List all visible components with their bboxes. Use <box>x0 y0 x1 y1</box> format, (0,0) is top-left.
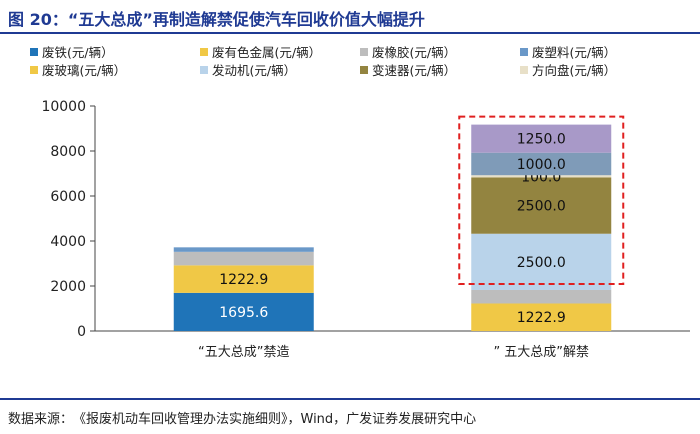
legend-item: 废橡胶(元/辆） <box>360 42 456 61</box>
bar-segment <box>471 233 612 290</box>
bar-segment <box>471 124 612 153</box>
data-label: 1000.0 <box>517 157 566 173</box>
legend-label: 废铁(元/辆） <box>42 45 114 60</box>
y-tick-label: 2000 <box>50 279 86 295</box>
legend-swatch <box>520 65 528 74</box>
legend-swatch <box>30 47 38 56</box>
chart: 0 2000 4000 6000 8000 10000 1695.6 1222.9 “五大总成”… <box>41 99 690 360</box>
bar-segment <box>471 289 612 304</box>
legend-item: 废塑料(元/辆） <box>520 42 616 61</box>
y-tick-label: 4000 <box>50 234 86 250</box>
legend-item: 方向盘(元/辆） <box>520 60 616 79</box>
bar-segment <box>471 177 612 234</box>
legend-label: 废玻璃(元/辆） <box>42 63 127 78</box>
bar-segment <box>471 175 612 178</box>
footer-divider <box>0 398 700 400</box>
bar-segment <box>471 303 612 331</box>
data-label: 1250.0 <box>517 132 566 148</box>
data-label: 1222.9 <box>219 272 268 288</box>
legend-label: 废塑料(元/辆） <box>532 45 617 60</box>
source-note: 数据来源： 《报废机动车回收管理办法实施细则》，Wind，广发证券发展研究中心 <box>8 412 477 427</box>
data-label: 1695.6 <box>219 305 268 321</box>
bar-segment <box>471 152 612 176</box>
legend-label: 发动机(元/辆） <box>212 63 297 78</box>
legend-item: 废铁(元/辆） <box>30 42 114 61</box>
legend-label: 变速器(元/辆） <box>372 63 457 78</box>
bar-segment <box>173 251 314 266</box>
chart-title: 图 20：“五大总成”再制造解禁促使汽车回收价值大幅提升 <box>8 10 425 29</box>
x-tick-label: ” 五大总成”解禁 <box>493 345 589 360</box>
y-tick-label: 0 <box>77 324 86 340</box>
legend-label: 废橡胶(元/辆） <box>372 45 457 60</box>
legend-swatch <box>200 47 208 56</box>
legend-swatch <box>30 65 38 74</box>
bar-segment <box>173 247 314 252</box>
title-bar: 图 20：“五大总成”再制造解禁促使汽车回收价值大幅提升 <box>0 0 700 34</box>
legend-swatch <box>200 65 208 74</box>
legend-item: 发动机(元/辆） <box>200 60 296 79</box>
data-label: 2500.0 <box>517 255 566 271</box>
legend-swatch <box>360 47 368 56</box>
legend-item: 废有色金属(元/辆） <box>200 42 321 61</box>
x-tick-label: “五大总成”禁造 <box>198 345 289 360</box>
y-tick-label: 8000 <box>50 144 86 160</box>
highlight-box <box>458 115 625 285</box>
legend-label: 废有色金属(元/辆） <box>212 45 322 60</box>
bar-segment <box>173 292 314 331</box>
y-tick-label: 10000 <box>41 99 86 115</box>
legend-swatch <box>360 65 368 74</box>
legend-label: 方向盘(元/辆） <box>532 63 617 78</box>
y-tick-label: 6000 <box>50 189 86 205</box>
bar-segment <box>173 265 314 293</box>
data-label: 2500.0 <box>517 199 566 215</box>
legend-item: 变速器(元/辆） <box>360 60 456 79</box>
legend-item: 废玻璃(元/辆） <box>30 60 126 79</box>
legend-swatch <box>520 47 528 56</box>
data-label: 1222.9 <box>517 310 566 326</box>
